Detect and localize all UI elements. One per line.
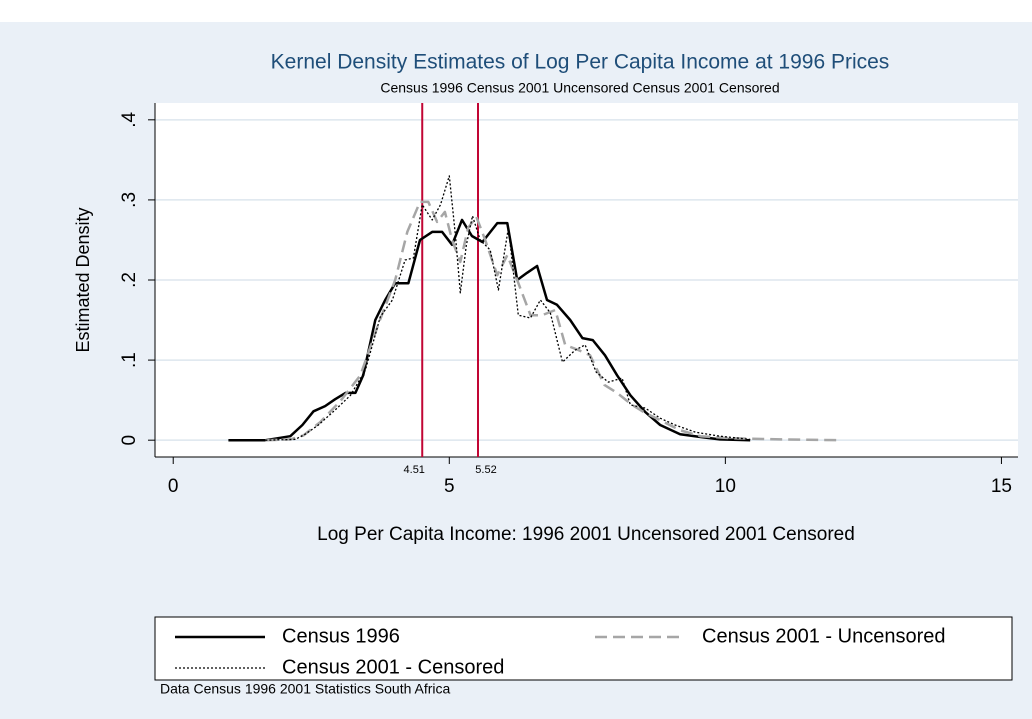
y-tick-label: 0 [119, 435, 140, 446]
reference-label: 4.51 [404, 464, 425, 476]
y-tick-label: .1 [119, 352, 140, 368]
legend-label: Census 2001 - Censored [282, 656, 504, 678]
chart-title: Kernel Density Estimates of Log Per Capi… [271, 51, 890, 74]
legend-box [154, 616, 1013, 681]
x-tick-label: 10 [715, 476, 736, 497]
chart-subtitle: Census 1996 Census 2001 Uncensored Censu… [380, 80, 779, 96]
legend-label: Census 2001 - Uncensored [702, 625, 945, 647]
x-tick-label: 0 [168, 476, 179, 497]
reference-label: 5.52 [475, 464, 496, 476]
y-tick-label: .4 [119, 111, 140, 127]
x-axis-label: Log Per Capita Income: 1996 2001 Uncenso… [317, 524, 855, 545]
y-tick-label: .2 [119, 272, 140, 288]
footnote: Data Census 1996 2001 Statistics South A… [160, 681, 450, 697]
series-line [265, 175, 751, 441]
series-line [265, 200, 841, 442]
y-tick-label: .3 [119, 192, 140, 208]
x-tick-label: 15 [991, 476, 1012, 497]
x-tick-label: 5 [444, 476, 455, 497]
legend-label: Census 1996 [282, 625, 400, 647]
y-axis-label: Estimated Density [73, 207, 93, 352]
series-line [228, 218, 751, 442]
